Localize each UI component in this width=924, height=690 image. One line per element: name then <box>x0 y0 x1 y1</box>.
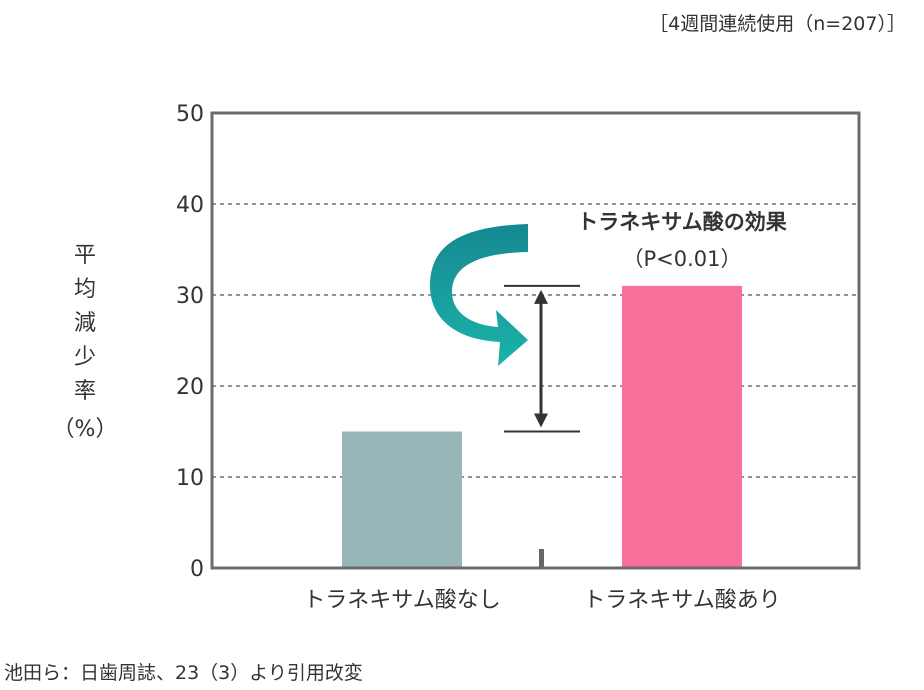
arrowhead-down <box>534 413 548 428</box>
bar <box>342 431 462 568</box>
header-note: ［4週間連続使用（n=207）］ <box>649 13 906 35</box>
source-note: 池田ら：日歯周誌、23（3）より引用改変 <box>4 662 363 684</box>
y-label-char: 均 <box>74 277 96 302</box>
x-category-label: トラネキサム酸あり <box>583 588 781 613</box>
x-category-label: トラネキサム酸なし <box>303 588 501 613</box>
y-label-char: 減 <box>74 311 96 336</box>
bar <box>622 285 742 568</box>
y-tick-label: 50 <box>176 102 204 127</box>
grid-lines <box>212 203 859 478</box>
y-tick-label: 0 <box>190 557 204 582</box>
y-tick-label: 10 <box>176 466 204 491</box>
y-tick-label: 40 <box>176 193 204 218</box>
arrowhead-up <box>534 289 548 304</box>
center-tick-mark <box>539 549 544 568</box>
y-tick-label: 20 <box>176 375 204 400</box>
curved-arrow-icon <box>430 224 528 366</box>
difference-bracket <box>504 284 580 433</box>
y-tick-labels: 0 10 20 30 40 50 <box>176 102 204 582</box>
effect-title: トラネキサム酸の効果 <box>577 210 787 234</box>
y-label-char: 少 <box>74 345 96 370</box>
plot-frame <box>210 111 861 570</box>
y-label-char: 平 <box>74 243 96 268</box>
y-label-char: 率 <box>74 379 96 404</box>
p-value-label: （P<0.01） <box>622 247 741 271</box>
bars <box>342 285 742 568</box>
y-tick-label: 30 <box>176 284 204 309</box>
x-category-labels: トラネキサム酸なし トラネキサム酸あり <box>303 588 781 613</box>
y-label-unit: （%） <box>53 417 118 442</box>
y-axis-label: 平 均 減 少 率 （%） <box>53 243 118 442</box>
